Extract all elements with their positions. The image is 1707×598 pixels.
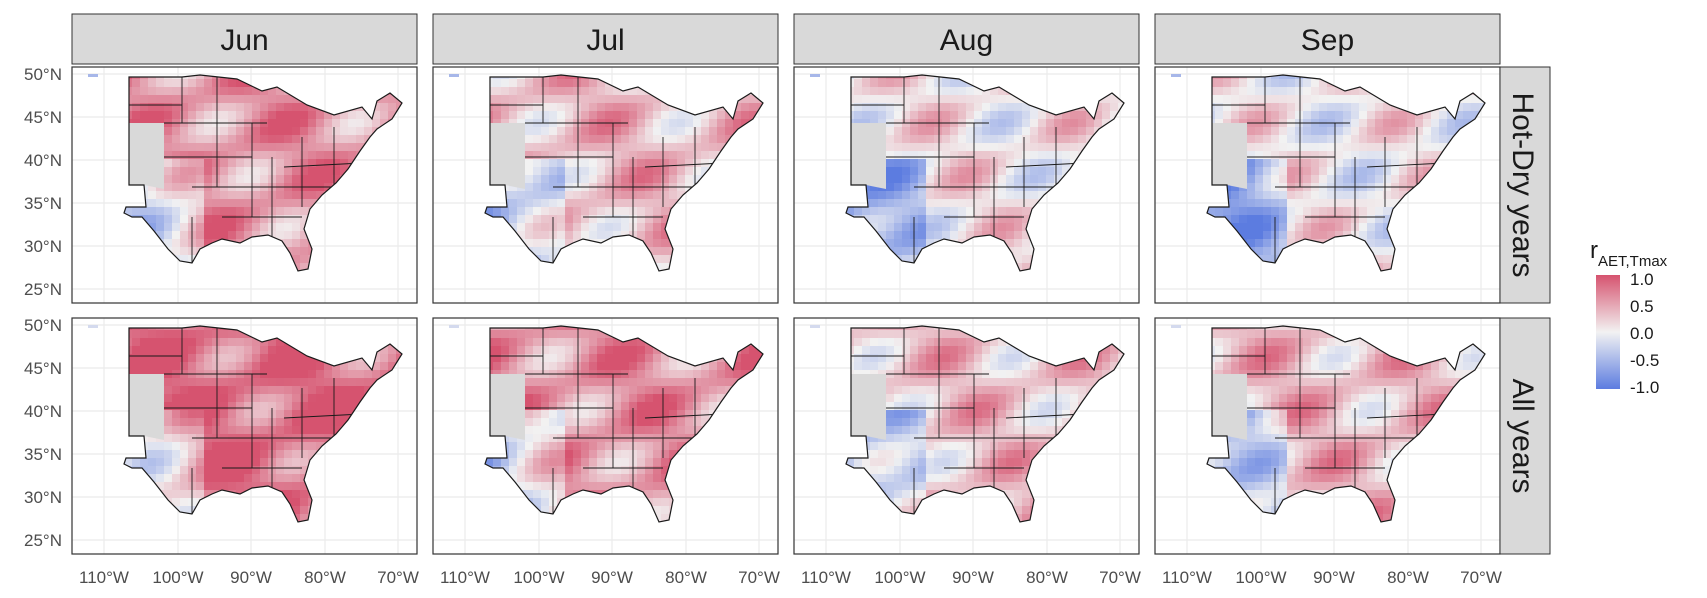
column-strips: Jun Jul Aug Sep: [71, 13, 1501, 65]
y-axis-bottom: 50°N 45°N 40°N 35°N 30°N 25°N: [24, 316, 62, 550]
x-tick-label: 90°W: [952, 568, 994, 587]
strip-label-aug: Aug: [940, 24, 993, 57]
x-tick-label: 100°W: [513, 568, 564, 587]
x-tick-label: 110°W: [79, 568, 129, 587]
map-panel-1-0: [71, 317, 418, 555]
map-panel-1-1: [432, 317, 779, 555]
x-tick-label: 70°W: [1099, 568, 1141, 587]
y-tick-label: 30°N: [24, 237, 62, 256]
legend-title-main: r: [1590, 237, 1598, 264]
y-tick-label: 35°N: [24, 194, 62, 213]
x-tick-label: 80°W: [1026, 568, 1068, 587]
strip-jul: Jul: [432, 13, 779, 65]
strip-aug: Aug: [793, 13, 1140, 65]
legend-label: -1.0: [1630, 378, 1659, 397]
strip-all-years: All years: [1499, 317, 1551, 555]
strip-label-jun: Jun: [220, 24, 268, 57]
strip-label-all-years: All years: [1506, 378, 1539, 493]
y-tick-label: 25°N: [24, 531, 62, 550]
y-tick-label: 25°N: [24, 280, 62, 299]
x-tick-label: 100°W: [1235, 568, 1286, 587]
y-tick-label: 40°N: [24, 402, 62, 421]
x-tick-label: 80°W: [665, 568, 707, 587]
strip-sep: Sep: [1154, 13, 1501, 65]
x-tick-label: 90°W: [1313, 568, 1355, 587]
y-tick-label: 50°N: [24, 316, 62, 335]
color-legend: rAET,Tmax 1.0 0.5 0.0 -0.5 -1.0: [1590, 237, 1668, 397]
x-tick-label: 110°W: [440, 568, 490, 587]
y-axis-top: 50°N 45°N 40°N 35°N 30°N 25°N: [24, 65, 62, 299]
row-strips: Hot-Dry years All years: [1499, 66, 1551, 555]
y-tick-label: 30°N: [24, 488, 62, 507]
legend-label: 0.5: [1630, 297, 1654, 316]
map-panel-1-2: [793, 317, 1140, 555]
map-panel-0-0: [71, 66, 418, 304]
x-tick-label: 90°W: [230, 568, 272, 587]
legend-label: 1.0: [1630, 270, 1654, 289]
x-tick-label: 70°W: [377, 568, 419, 587]
x-tick-label: 110°W: [801, 568, 851, 587]
strip-label-sep: Sep: [1301, 24, 1354, 57]
map-panel-0-2: [793, 66, 1140, 304]
legend-label: 0.0: [1630, 324, 1654, 343]
facet-panels: [71, 66, 1501, 555]
y-tick-label: 50°N: [24, 65, 62, 84]
x-axis: 110°W 100°W 90°W 80°W 70°W 110°W 100°W 9…: [79, 568, 1502, 587]
x-tick-label: 100°W: [152, 568, 203, 587]
strip-label-jul: Jul: [586, 24, 624, 57]
x-tick-label: 90°W: [591, 568, 633, 587]
strip-jun: Jun: [71, 13, 418, 65]
x-tick-label: 70°W: [1460, 568, 1502, 587]
legend-label: -0.5: [1630, 351, 1659, 370]
x-tick-label: 100°W: [874, 568, 925, 587]
legend-colorbar: [1596, 275, 1620, 389]
x-tick-label: 80°W: [304, 568, 346, 587]
map-panel-1-3: [1154, 317, 1501, 555]
x-tick-label: 110°W: [1162, 568, 1212, 587]
y-tick-label: 40°N: [24, 151, 62, 170]
y-tick-label: 45°N: [24, 108, 62, 127]
x-tick-label: 70°W: [738, 568, 780, 587]
map-panel-0-3: [1154, 66, 1501, 304]
strip-label-hot-dry-years: Hot-Dry years: [1506, 92, 1539, 277]
y-tick-label: 45°N: [24, 359, 62, 378]
y-tick-label: 35°N: [24, 445, 62, 464]
x-tick-label: 80°W: [1387, 568, 1429, 587]
legend-title-sub: AET,Tmax: [1598, 253, 1668, 270]
map-panel-0-1: [432, 66, 779, 304]
legend-title: rAET,Tmax: [1590, 237, 1668, 270]
strip-hot-dry: Hot-Dry years: [1499, 66, 1551, 304]
